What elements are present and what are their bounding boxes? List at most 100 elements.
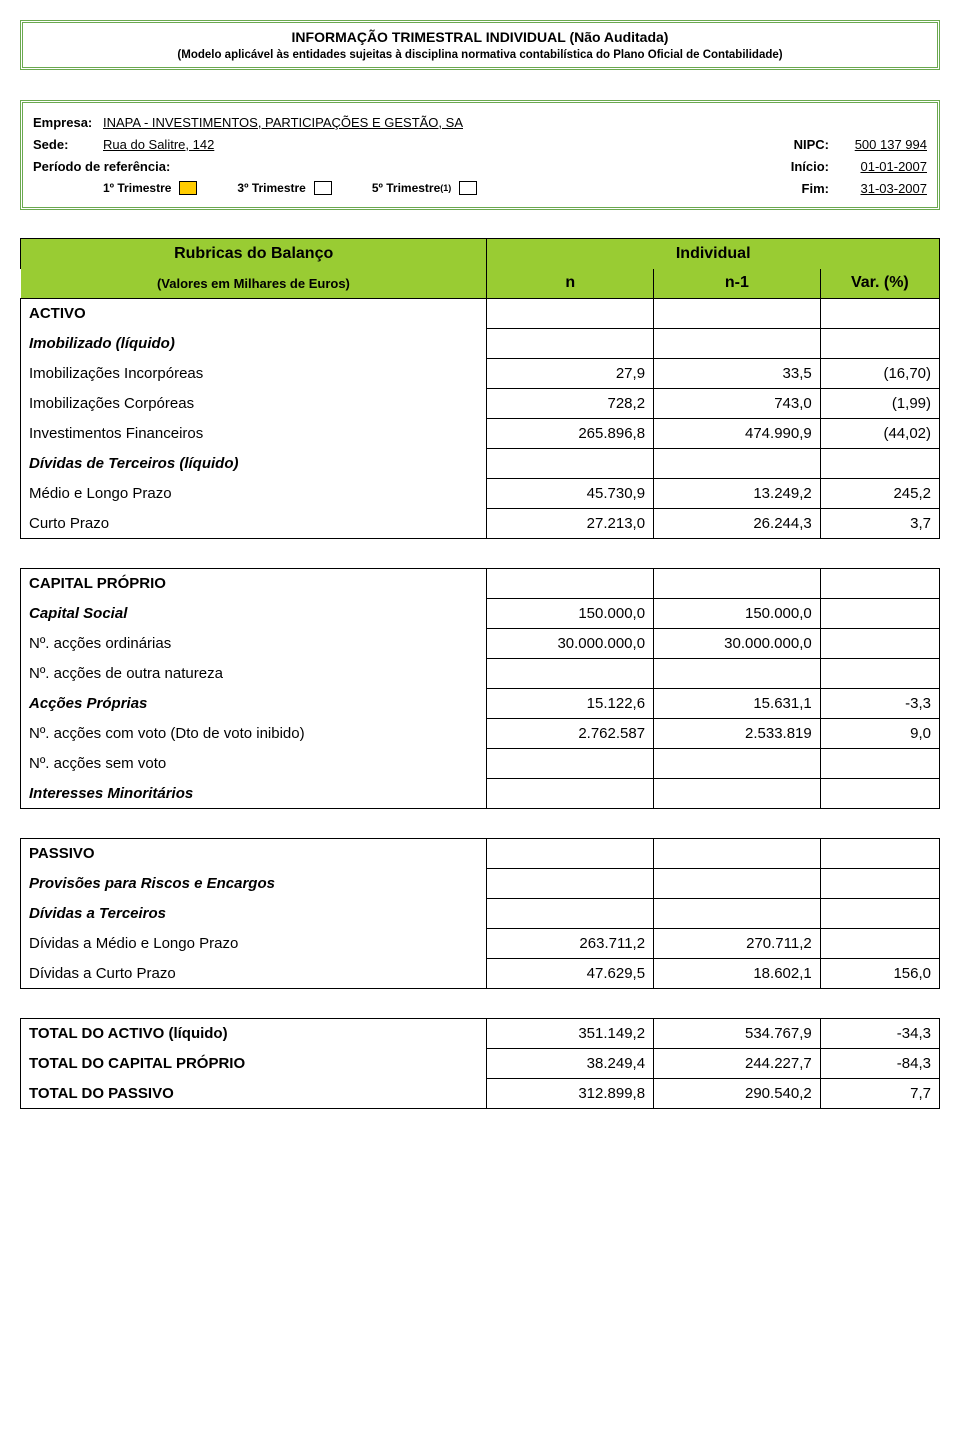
- cell-n: 45.730,9: [487, 479, 654, 509]
- cell-var: [820, 599, 939, 629]
- trimestre-3-label: 3º Trimestre: [237, 181, 305, 195]
- trimestre-1-checkbox[interactable]: [179, 181, 197, 195]
- header-subtitle: (Modelo aplicável às entidades sujeitas …: [33, 49, 927, 61]
- row-label: Capital Social: [21, 599, 487, 629]
- cell-var: 3,7: [820, 509, 939, 539]
- col-var-header: Var. (%): [820, 269, 939, 299]
- nipc-value: 500 137 994: [837, 137, 927, 152]
- row-label: Investimentos Financeiros: [21, 419, 487, 449]
- cell-var: [820, 569, 939, 599]
- cell-n: 47.629,5: [487, 959, 654, 989]
- cell-n: 263.711,2: [487, 929, 654, 959]
- row-label: Nº. acções de outra natureza: [21, 659, 487, 689]
- cell-n: 27.213,0: [487, 509, 654, 539]
- header-title: INFORMAÇÃO TRIMESTRAL INDIVIDUAL (Não Au…: [33, 29, 927, 45]
- cell-n: [487, 299, 654, 329]
- cell-var: 9,0: [820, 719, 939, 749]
- cell-n: 27,9: [487, 359, 654, 389]
- cell-n: 150.000,0: [487, 599, 654, 629]
- cell-n1: 33,5: [654, 359, 821, 389]
- empresa-label: Empresa:: [33, 115, 103, 130]
- cell-n: 265.896,8: [487, 419, 654, 449]
- cell-var: (16,70): [820, 359, 939, 389]
- cell-var: [820, 899, 939, 929]
- cell-var: (1,99): [820, 389, 939, 419]
- cell-n1: 743,0: [654, 389, 821, 419]
- cell-n1: 150.000,0: [654, 599, 821, 629]
- row-label: Dívidas a Curto Prazo: [21, 959, 487, 989]
- col-n1-header: n-1: [654, 269, 821, 299]
- cell-n1: 18.602,1: [654, 959, 821, 989]
- cell-n1: [654, 869, 821, 899]
- cell-var: -34,3: [820, 1019, 939, 1049]
- cell-var: -84,3: [820, 1049, 939, 1079]
- cell-n: [487, 749, 654, 779]
- cell-n1: 26.244,3: [654, 509, 821, 539]
- balance-table: Rubricas do Balanço Individual (Valores …: [20, 238, 940, 1109]
- cell-n: [487, 899, 654, 929]
- col-n-header: n: [487, 269, 654, 299]
- cell-n: [487, 569, 654, 599]
- cell-n: 38.249,4: [487, 1049, 654, 1079]
- cell-var: 7,7: [820, 1079, 939, 1109]
- row-label: TOTAL DO ACTIVO (líquido): [21, 1019, 487, 1049]
- fim-value: 31-03-2007: [837, 181, 927, 196]
- cell-var: [820, 299, 939, 329]
- row-label: TOTAL DO CAPITAL PRÓPRIO: [21, 1049, 487, 1079]
- trimestre-1-label: 1º Trimestre: [103, 181, 171, 195]
- cell-n1: [654, 299, 821, 329]
- row-label: Dívidas a Terceiros: [21, 899, 487, 929]
- cell-n: [487, 839, 654, 869]
- cell-n1: 13.249,2: [654, 479, 821, 509]
- cell-n1: 270.711,2: [654, 929, 821, 959]
- empresa-value: INAPA - INVESTIMENTOS, PARTICIPAÇÕES E G…: [103, 115, 463, 130]
- row-label: Nº. acções sem voto: [21, 749, 487, 779]
- cell-n: [487, 449, 654, 479]
- row-label: PASSIVO: [21, 839, 487, 869]
- cell-n: 15.122,6: [487, 689, 654, 719]
- row-label: ACTIVO: [21, 299, 487, 329]
- row-label: Dívidas a Médio e Longo Prazo: [21, 929, 487, 959]
- cell-var: [820, 779, 939, 809]
- cell-var: 245,2: [820, 479, 939, 509]
- table-header-right-top: Individual: [487, 239, 940, 269]
- cell-n: 728,2: [487, 389, 654, 419]
- inicio-value: 01-01-2007: [837, 159, 927, 174]
- sede-value: Rua do Salitre, 142: [103, 137, 214, 152]
- cell-n1: [654, 839, 821, 869]
- table-header-left-sub: (Valores em Milhares de Euros): [21, 269, 487, 299]
- cell-var: [820, 659, 939, 689]
- trimestre-5-label: 5º Trimestre: [372, 181, 440, 195]
- cell-n1: [654, 449, 821, 479]
- cell-n1: 290.540,2: [654, 1079, 821, 1109]
- row-label: Acções Próprias: [21, 689, 487, 719]
- inicio-label: Início:: [791, 159, 829, 174]
- trimestre-1: 1º Trimestre: [103, 181, 197, 195]
- trimestre-5: 5º Trimestre(1): [372, 181, 477, 195]
- cell-n: [487, 779, 654, 809]
- trimestre-5-checkbox[interactable]: [459, 181, 477, 195]
- fim-label: Fim:: [802, 181, 829, 196]
- trimestre-3: 3º Trimestre: [237, 181, 331, 195]
- cell-n1: 2.533.819: [654, 719, 821, 749]
- cell-n1: [654, 749, 821, 779]
- cell-var: [820, 629, 939, 659]
- row-label: Imobilizado (líquido): [21, 329, 487, 359]
- nipc-label: NIPC:: [794, 137, 829, 152]
- info-box: Empresa: INAPA - INVESTIMENTOS, PARTICIP…: [20, 100, 940, 210]
- row-label: Dívidas de Terceiros (líquido): [21, 449, 487, 479]
- row-label: Imobilizações Incorpóreas: [21, 359, 487, 389]
- cell-n1: 244.227,7: [654, 1049, 821, 1079]
- cell-n1: [654, 659, 821, 689]
- periodo-label: Período de referência:: [33, 159, 193, 174]
- cell-n1: 474.990,9: [654, 419, 821, 449]
- row-label: Nº. acções com voto (Dto de voto inibido…: [21, 719, 487, 749]
- cell-var: [820, 839, 939, 869]
- row-label: Imobilizações Corpóreas: [21, 389, 487, 419]
- cell-n: 2.762.587: [487, 719, 654, 749]
- cell-var: [820, 329, 939, 359]
- cell-n1: 30.000.000,0: [654, 629, 821, 659]
- cell-n1: [654, 899, 821, 929]
- trimestre-3-checkbox[interactable]: [314, 181, 332, 195]
- row-label: Curto Prazo: [21, 509, 487, 539]
